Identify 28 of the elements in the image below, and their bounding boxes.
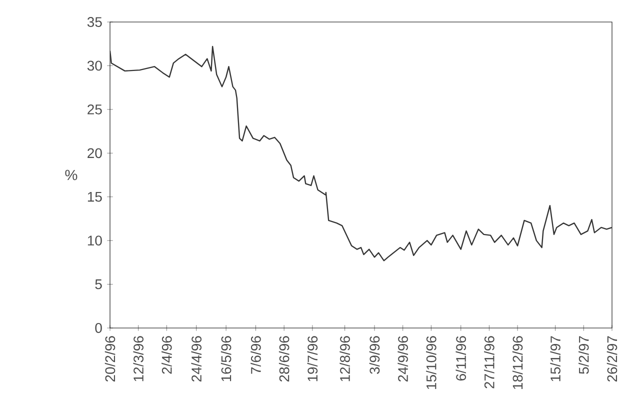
y-tick-label: 5: [95, 279, 102, 290]
x-tick-label: 12/8/96: [340, 336, 350, 382]
x-tick-label: 18/12/96: [512, 336, 523, 389]
y-tick-label: 0: [95, 323, 102, 333]
x-tick-label: 24/4/96: [191, 336, 202, 382]
x-tick-label: 26/2/97: [606, 336, 618, 382]
x-tick-label: 2/4/96: [162, 336, 172, 374]
y-axis-title: %: [65, 170, 78, 180]
x-tick-label: 7/6/96: [250, 336, 261, 374]
y-tick-label: 10: [88, 236, 102, 246]
x-tick-label: 15/1/97: [550, 336, 560, 382]
y-tick-label: 25: [88, 104, 102, 114]
y-tick-label: 15: [88, 192, 102, 202]
x-tick-label: 27/11/96: [484, 336, 494, 388]
x-tick-label: 19/7/96: [307, 336, 318, 382]
x-tick-label: 15/10/96: [426, 336, 436, 389]
x-tick-label: 12/3/96: [133, 336, 144, 382]
x-tick-label: 5/2/97: [578, 336, 589, 374]
x-tick-label: 3/9/96: [369, 336, 380, 374]
y-tick-label: 35: [87, 17, 102, 27]
y-tick-label: 20: [88, 148, 102, 158]
x-tick-label: 6/11/96: [456, 336, 466, 380]
x-tick-label: 28/6/96: [278, 336, 290, 382]
x-tick-label: 16/5/96: [220, 336, 232, 382]
y-tick-label: 30: [87, 60, 102, 71]
x-tick-label: 24/9/96: [398, 336, 408, 382]
x-tick-label: 20/2/96: [104, 336, 116, 382]
line-series: [110, 46, 612, 262]
